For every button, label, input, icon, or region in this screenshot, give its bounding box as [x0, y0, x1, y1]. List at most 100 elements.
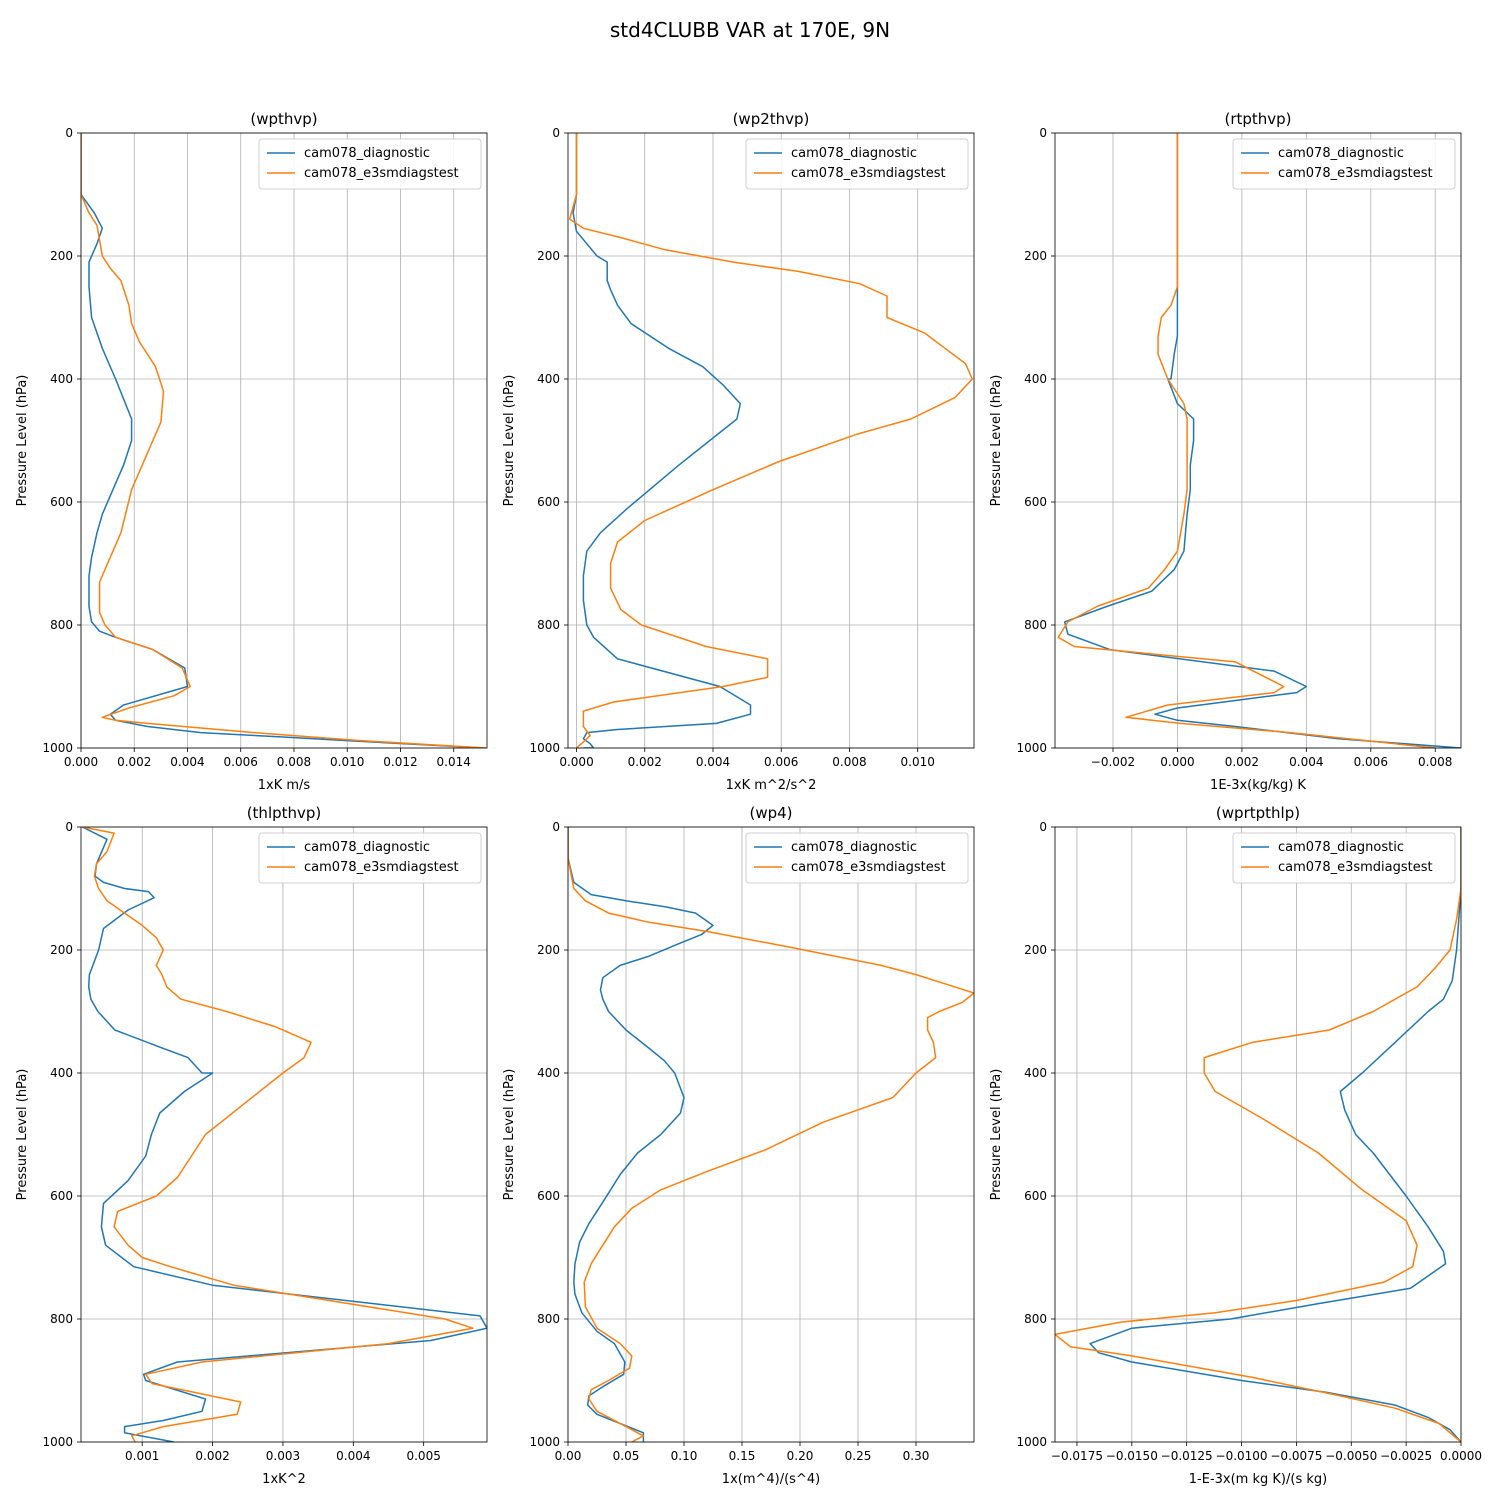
x-tick-label: −0.0075 [1270, 1449, 1322, 1463]
x-tick-label: 0.002 [628, 755, 662, 769]
x-tick-label: −0.002 [1091, 755, 1135, 769]
panel-title: (wpthvp) [250, 110, 317, 128]
x-tick-label: −0.0150 [1106, 1449, 1158, 1463]
y-tick-label: 600 [537, 1189, 560, 1203]
x-axis-label: 1xK m/s [258, 778, 311, 793]
y-tick-label: 0 [552, 820, 560, 834]
y-axis-label: Pressure Level (hPa) [15, 375, 30, 507]
y-tick-label: 800 [537, 1312, 560, 1326]
x-tick-label: 0.002 [117, 755, 151, 769]
y-tick-label: 600 [537, 495, 560, 509]
y-tick-label: 800 [1024, 618, 1047, 632]
axes-frame [567, 826, 975, 1443]
panel-1: 0.000 0.002 0.004 0.006 0.008 0.010 0.012 0.014… [15, 110, 488, 793]
x-axis-label: 1E-3x(kg/kg) K [1210, 778, 1306, 793]
x-tick-label: 0.004 [170, 755, 204, 769]
y-tick-label: 0 [65, 820, 73, 834]
grid [567, 826, 974, 1443]
x-tick-label: 0.15 [729, 1449, 756, 1463]
grid [568, 132, 974, 749]
legend-entry: cam078_e3smdiagstest [1278, 166, 1433, 181]
y-tick-label: 400 [50, 1066, 73, 1080]
y-tick-label: 0 [1039, 126, 1047, 140]
y-tick-label: 200 [50, 943, 73, 957]
grid [81, 826, 487, 1443]
x-tick-label: 0.004 [1289, 755, 1323, 769]
y-axis-label: Pressure Level (hPa) [15, 1069, 30, 1201]
x-tick-label: 0.006 [224, 755, 258, 769]
x-tick-label: 0.10 [671, 1449, 698, 1463]
x-tick-label: 0.003 [266, 1449, 300, 1463]
legend-entry: cam078_e3smdiagstest [304, 860, 459, 875]
panel-5: 0.00 0.05 0.10 0.15 0.20 0.25 0.30 0 200 400 600 80… [502, 804, 975, 1487]
x-tick-label: 0.000 [1160, 755, 1194, 769]
y-tick-label: 200 [537, 249, 560, 263]
panel-title: (wprtpthlp) [1216, 804, 1300, 822]
legend-box [258, 832, 482, 884]
x-tick-label: 0.012 [383, 755, 417, 769]
y-tick-label: 1000 [529, 1435, 560, 1449]
x-tick-label: 0.008 [277, 755, 311, 769]
x-tick-label: 0.05 [613, 1449, 640, 1463]
panel-title: (wp2thvp) [733, 110, 810, 128]
legend-entry: cam078_diagnostic [1278, 840, 1404, 855]
x-tick-label: −0.0050 [1325, 1449, 1377, 1463]
y-tick-label: 1000 [42, 1435, 73, 1449]
panel-2: 0.000 0.002 0.004 0.006 0.008 0.010 0 200 400 600… [502, 110, 975, 793]
y-tick-label: 600 [1024, 495, 1047, 509]
legend: cam078_diagnostic cam078_e3smdiagstest [1232, 138, 1456, 190]
y-tick-label: 800 [50, 618, 73, 632]
y-tick-label: 400 [537, 1066, 560, 1080]
x-tick-label: 0.000 [559, 755, 593, 769]
legend: cam078_diagnostic cam078_e3smdiagstest [745, 832, 969, 884]
y-axis-label: Pressure Level (hPa) [502, 1069, 517, 1201]
x-tick-label: 0.002 [1225, 755, 1259, 769]
y-tick-label: 200 [1024, 249, 1047, 263]
series-line-1 [568, 827, 714, 1442]
x-tick-label: 0.004 [696, 755, 730, 769]
panels-container: 0.000 0.002 0.004 0.006 0.008 0.010 0.012 0.014… [15, 110, 1482, 1487]
y-tick-label: 600 [1024, 1189, 1047, 1203]
x-tick-label: 0.008 [832, 755, 866, 769]
x-tick-label: −0.0175 [1051, 1449, 1103, 1463]
panel-title: (wp4) [749, 804, 792, 822]
x-tick-label: 0.30 [903, 1449, 930, 1463]
legend: cam078_diagnostic cam078_e3smdiagstest [745, 138, 969, 190]
legend-entry: cam078_diagnostic [791, 840, 917, 855]
x-tick-label: 0.010 [330, 755, 364, 769]
x-tick-label: 0.002 [195, 1449, 229, 1463]
grid [1055, 132, 1461, 749]
legend-entry: cam078_e3smdiagstest [791, 166, 946, 181]
panel-title: (rtpthvp) [1224, 110, 1291, 128]
panel-3: −0.002 0.000 0.002 0.004 0.006 0.008 0 200 400 60… [989, 110, 1462, 793]
axes-frame [80, 826, 488, 1443]
x-tick-label: 0.001 [125, 1449, 159, 1463]
figure-title: std4CLUBB VAR at 170E, 9N [610, 18, 890, 42]
x-tick-label: 0.005 [406, 1449, 440, 1463]
panel-6: −0.0175 −0.0150 −0.0125 −0.0100 −0.0075 −0.00… [989, 804, 1482, 1487]
legend: cam078_diagnostic cam078_e3smdiagstest [258, 138, 482, 190]
series-line-2 [1057, 133, 1436, 748]
y-tick-label: 1000 [529, 741, 560, 755]
series-line-1 [82, 827, 487, 1442]
y-tick-label: 1000 [1016, 1435, 1047, 1449]
y-tick-label: 200 [537, 943, 560, 957]
y-axis-label: Pressure Level (hPa) [989, 375, 1004, 507]
x-tick-label: 0.006 [764, 755, 798, 769]
legend-entry: cam078_diagnostic [1278, 146, 1404, 161]
x-axis-label: 1x(m^4)/(s^4) [722, 1472, 820, 1487]
legend-box [1232, 832, 1456, 884]
axes-frame [567, 132, 975, 749]
series-line-2 [82, 827, 474, 1442]
axes-frame [80, 132, 488, 749]
x-tick-label: 0.006 [1354, 755, 1388, 769]
y-axis-label: Pressure Level (hPa) [989, 1069, 1004, 1201]
legend: cam078_diagnostic cam078_e3smdiagstest [258, 832, 482, 884]
legend-entry: cam078_e3smdiagstest [1278, 860, 1433, 875]
y-tick-label: 0 [552, 126, 560, 140]
series-line-2 [568, 827, 974, 1442]
y-tick-label: 0 [65, 126, 73, 140]
x-tick-label: 0.000 [64, 755, 98, 769]
y-tick-label: 0 [1039, 820, 1047, 834]
